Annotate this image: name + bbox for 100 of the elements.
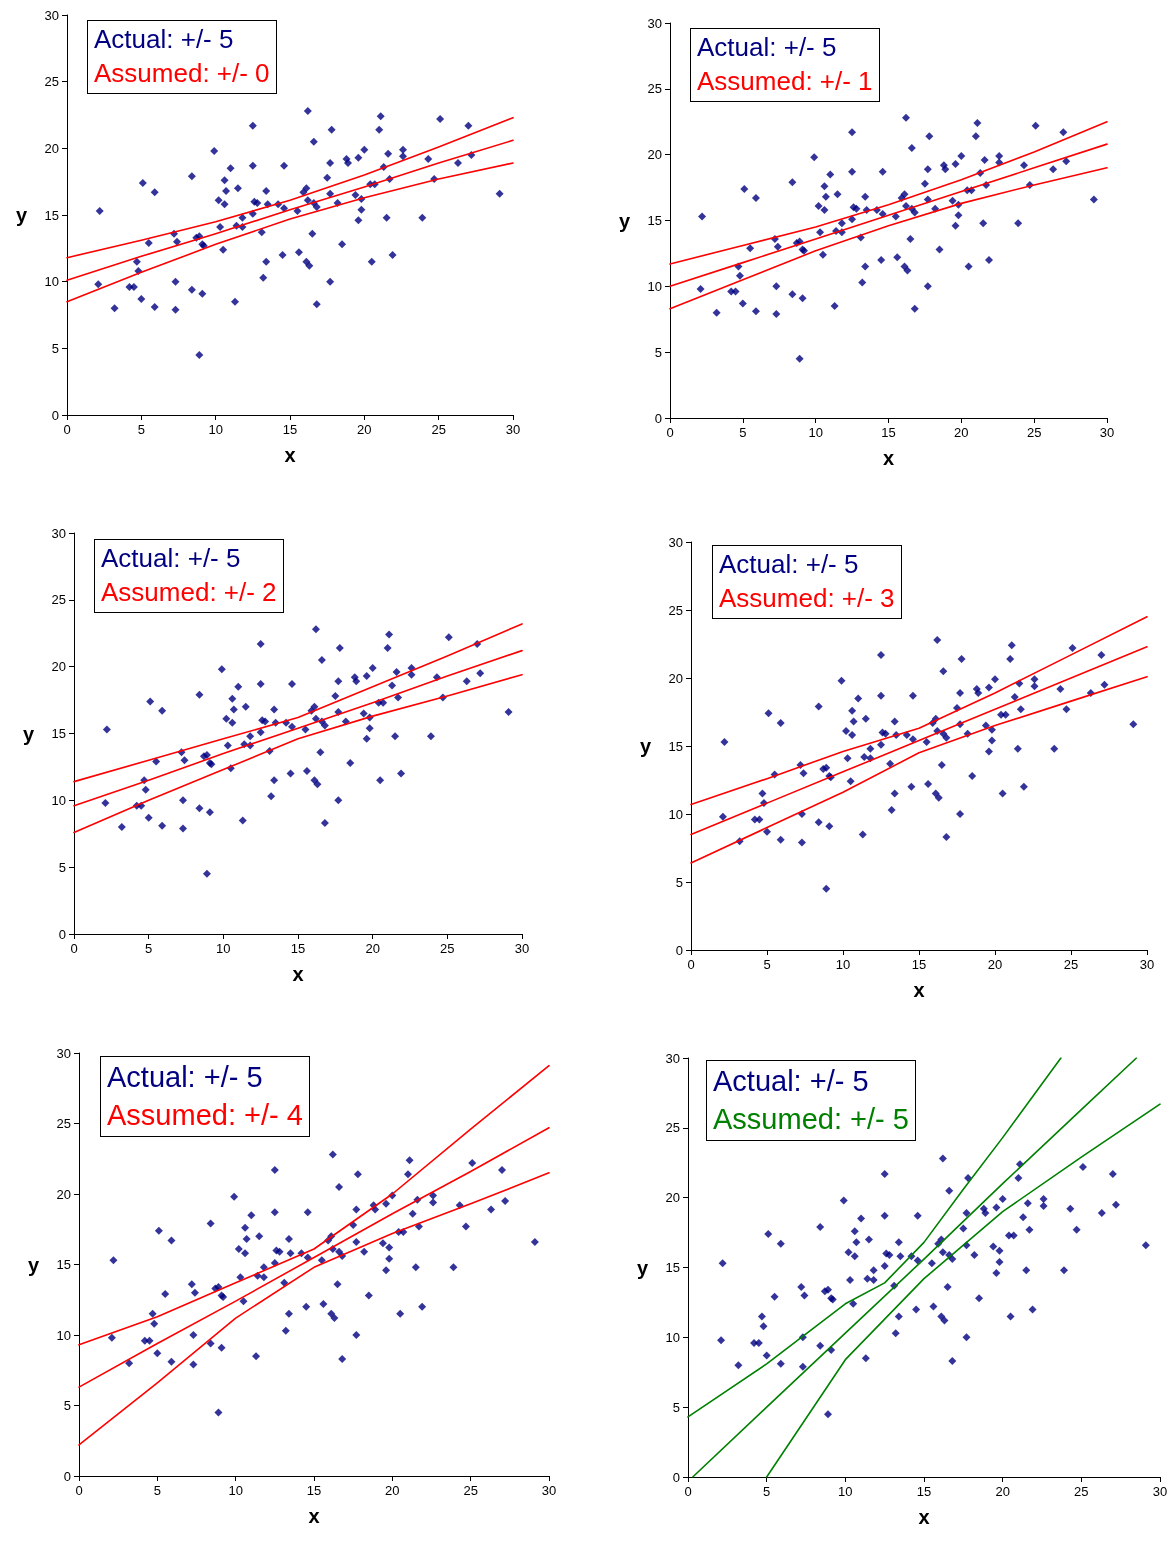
x-tick-label: 5 <box>145 941 153 956</box>
y-tick-label: 25 <box>665 1120 680 1136</box>
line-series <box>669 120 1108 265</box>
y-tick-label: 15 <box>665 1260 680 1275</box>
annotation: Assumed: +/- 5 <box>713 1101 909 1137</box>
annotation: Assumed: +/- 0 <box>94 56 270 90</box>
x-tick-label: 10 <box>835 957 851 972</box>
y-tick-label: 0 <box>58 926 66 942</box>
x-tick-label: 25 <box>440 941 455 956</box>
y-tick-label: 20 <box>647 147 662 163</box>
x-tick-label: 30 <box>1152 1484 1168 1499</box>
x-tick-label: 15 <box>282 422 298 437</box>
line-series <box>78 1064 550 1346</box>
y-tick-label: 15 <box>51 726 66 741</box>
annotation: Actual: +/- 5 <box>697 31 838 64</box>
y-tick-label: 5 <box>63 1398 71 1413</box>
x-tick-label: 20 <box>365 941 380 956</box>
y-tick-label: 15 <box>44 207 59 223</box>
y-tick-label: 15 <box>647 213 662 228</box>
annotation: Assumed: +/- 1 <box>697 64 873 98</box>
y-tick-label: 15 <box>668 738 683 754</box>
x-tick-label: 15 <box>290 941 306 956</box>
y-tick-label: 0 <box>672 1469 680 1485</box>
y-tick-label: 5 <box>58 859 66 875</box>
x-tick-label: 20 <box>357 422 372 437</box>
y-tick-label: 30 <box>44 7 59 23</box>
x-axis-title: x <box>882 447 895 469</box>
line-series <box>690 675 1148 864</box>
annotation: Assumed: +/- 3 <box>719 581 895 615</box>
y-tick-label: 0 <box>51 407 59 423</box>
x-tick-label: 25 <box>1074 1484 1089 1499</box>
line-series <box>669 167 1108 310</box>
y-axis-title: y <box>636 1256 649 1279</box>
y-tick-label: 25 <box>51 592 66 608</box>
x-tick-label: 20 <box>385 1483 400 1498</box>
x-tick-label: 0 <box>687 957 695 972</box>
y-tick-label: 25 <box>44 74 59 90</box>
y-axis-title: y <box>15 204 28 226</box>
line-series <box>690 616 1148 806</box>
y-tick-label: 15 <box>56 1257 71 1272</box>
x-tick-label: 15 <box>916 1484 932 1499</box>
annotation: Actual: +/- 5 <box>107 1060 264 1095</box>
x-tick-label: 30 <box>514 941 530 956</box>
line-series <box>669 143 1108 288</box>
line-series <box>690 645 1148 836</box>
y-axis-title: y <box>27 1253 40 1276</box>
y-tick-label: 10 <box>44 274 59 290</box>
y-tick-label: 10 <box>56 1327 71 1343</box>
x-tick-label: 20 <box>987 957 1003 972</box>
annotation: Assumed: +/- 4 <box>107 1097 303 1133</box>
annotation: Actual: +/- 5 <box>94 23 235 56</box>
line-series <box>66 139 514 282</box>
x-axis-title: x <box>308 1505 320 1527</box>
y-axis-title: y <box>22 722 35 745</box>
annotation: Assumed: +/- 2 <box>101 575 277 609</box>
y-tick-label: 25 <box>56 1116 71 1131</box>
line-series <box>78 1172 550 1446</box>
x-tick-label: 30 <box>1139 957 1155 972</box>
x-tick-label: 10 <box>808 425 823 440</box>
annotation: Actual: +/- 5 <box>713 1064 870 1099</box>
annotation: Actual: +/- 5 <box>719 548 860 581</box>
x-axis-title: x <box>292 963 304 985</box>
x-tick-label: 10 <box>216 941 231 956</box>
x-tick-label: 30 <box>541 1483 557 1498</box>
x-tick-label: 25 <box>431 422 446 437</box>
y-tick-label: 10 <box>665 1329 680 1345</box>
y-tick-label: 30 <box>668 534 683 550</box>
y-tick-label: 30 <box>56 1045 71 1061</box>
y-tick-label: 30 <box>647 15 662 31</box>
y-tick-label: 25 <box>668 602 683 618</box>
line-series <box>66 162 514 303</box>
x-tick-label: 30 <box>505 422 521 437</box>
line-series <box>73 673 523 834</box>
annotation: Actual: +/- 5 <box>101 542 242 575</box>
y-tick-label: 20 <box>668 670 683 686</box>
x-tick-label: 25 <box>1063 957 1079 972</box>
x-axis-title: x <box>284 444 296 466</box>
y-tick-label: 30 <box>665 1050 680 1066</box>
x-tick-label: 25 <box>463 1483 478 1498</box>
x-tick-label: 5 <box>763 1484 771 1499</box>
y-axis-title: y <box>618 209 631 232</box>
line-series <box>687 1057 1062 1418</box>
line-series <box>73 649 523 807</box>
x-tick-label: 20 <box>954 425 969 440</box>
y-tick-label: 20 <box>665 1190 680 1206</box>
x-tick-label: 10 <box>228 1483 243 1498</box>
y-tick-label: 20 <box>44 140 59 156</box>
x-tick-label: 15 <box>911 957 927 972</box>
x-tick-label: 5 <box>763 957 771 972</box>
x-axis-title: x <box>913 979 925 1001</box>
x-axis-title: x <box>918 1506 930 1528</box>
line-series <box>73 623 523 783</box>
x-tick-label: 10 <box>838 1484 853 1499</box>
x-tick-label: 25 <box>1026 425 1042 440</box>
y-tick-label: 5 <box>51 340 59 356</box>
y-tick-label: 20 <box>51 659 66 675</box>
y-tick-label: 30 <box>51 525 66 541</box>
x-tick-label: 5 <box>153 1483 161 1498</box>
x-tick-label: 30 <box>1099 425 1115 440</box>
x-tick-label: 5 <box>137 422 145 437</box>
